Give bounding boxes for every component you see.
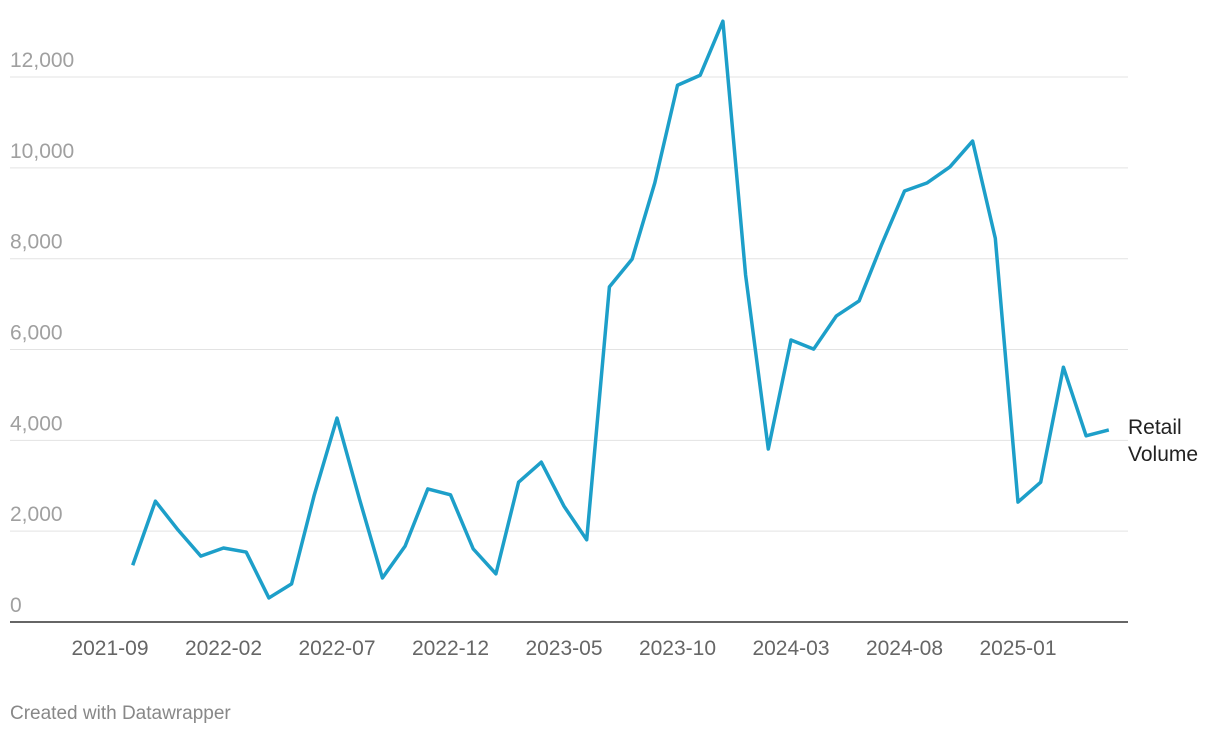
x-tick-label: 2025-01 bbox=[979, 637, 1056, 660]
x-tick-label: 2022-12 bbox=[412, 637, 489, 660]
x-tick-label: 2022-02 bbox=[185, 637, 262, 660]
x-tick-label: 2024-03 bbox=[752, 637, 829, 660]
x-tick-label: 2023-05 bbox=[525, 637, 602, 660]
x-tick-label: 2023-10 bbox=[639, 637, 716, 660]
line bbox=[131, 19, 1110, 600]
y-tick-label: 2,000 bbox=[10, 503, 63, 526]
y-tick-label: 10,000 bbox=[10, 140, 74, 163]
y-tick-label: 4,000 bbox=[10, 412, 63, 435]
y-tick-label: 12,000 bbox=[10, 49, 74, 72]
y-tick-label: 6,000 bbox=[10, 322, 63, 345]
x-tick-label: 2022-07 bbox=[298, 637, 375, 660]
y-tick-label: 0 bbox=[10, 594, 22, 617]
x-tick-label: 2024-08 bbox=[866, 637, 943, 660]
x-tick-label: 2021-09 bbox=[71, 637, 148, 660]
y-tick-label: 8,000 bbox=[10, 231, 63, 254]
credit: Created with Datawrapper bbox=[10, 703, 231, 724]
series-label: Retail Volume bbox=[1128, 415, 1199, 466]
